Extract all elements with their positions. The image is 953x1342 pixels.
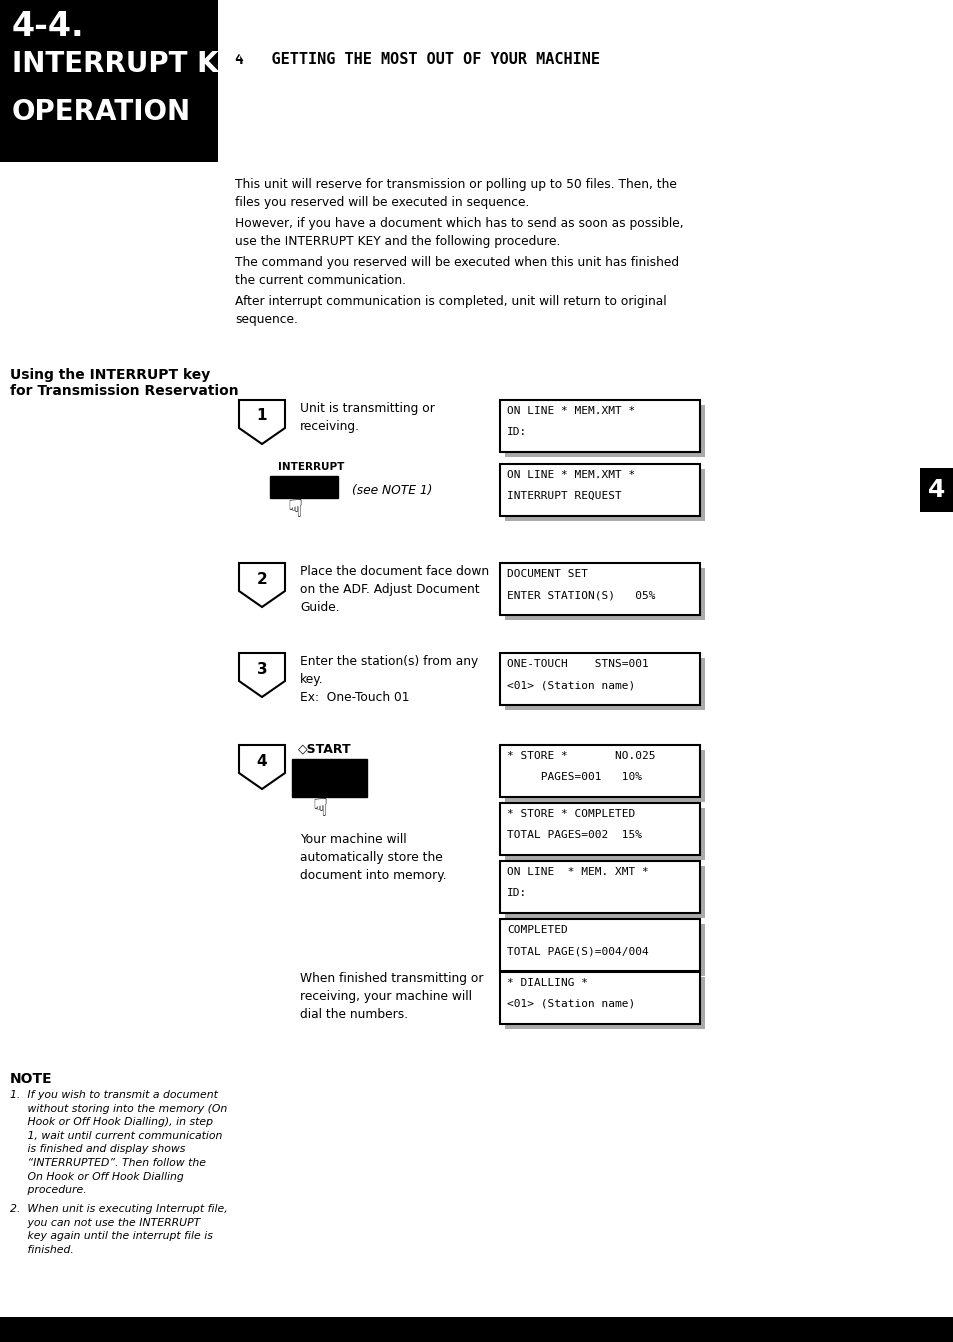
Text: TOTAL PAGES=002  15%: TOTAL PAGES=002 15% — [506, 829, 641, 840]
FancyBboxPatch shape — [504, 568, 704, 620]
FancyBboxPatch shape — [504, 925, 704, 976]
Text: 4: 4 — [256, 753, 267, 769]
Polygon shape — [239, 654, 285, 696]
Text: 4-4.: 4-4. — [12, 9, 85, 43]
Text: ON LINE * MEM.XMT *: ON LINE * MEM.XMT * — [506, 407, 635, 416]
Polygon shape — [239, 745, 285, 789]
Text: ◇START: ◇START — [297, 742, 352, 756]
Text: 1.  If you wish to transmit a document
     without storing into the memory (On
: 1. If you wish to transmit a document wi… — [10, 1090, 227, 1196]
Text: <01> (Station name): <01> (Station name) — [506, 998, 635, 1009]
Text: The command you reserved will be executed when this unit has finished
the curren: The command you reserved will be execute… — [234, 256, 679, 287]
Text: * STORE *       NO.025: * STORE * NO.025 — [506, 752, 655, 761]
Text: DOCUMENT SET: DOCUMENT SET — [506, 569, 587, 578]
FancyBboxPatch shape — [292, 760, 367, 797]
Text: OPERATION: OPERATION — [12, 98, 191, 126]
Text: However, if you have a document which has to send as soon as possible,
use the I: However, if you have a document which ha… — [234, 217, 683, 248]
Text: COMPLETED: COMPLETED — [506, 925, 567, 935]
Text: ON LINE * MEM.XMT *: ON LINE * MEM.XMT * — [506, 470, 635, 480]
Text: Using the INTERRUPT key: Using the INTERRUPT key — [10, 368, 210, 382]
Text: Enter the station(s) from any
key.
Ex:  One-Touch 01: Enter the station(s) from any key. Ex: O… — [299, 655, 477, 705]
Text: ID:: ID: — [506, 888, 527, 898]
FancyBboxPatch shape — [504, 977, 704, 1029]
Text: 2: 2 — [256, 572, 267, 586]
Text: When finished transmitting or
receiving, your machine will
dial the numbers.: When finished transmitting or receiving,… — [299, 972, 483, 1021]
Text: 2.  When unit is executing Interrupt file,
     you can not use the INTERRUPT
  : 2. When unit is executing Interrupt file… — [10, 1204, 228, 1255]
Text: * STORE * COMPLETED: * STORE * COMPLETED — [506, 809, 635, 819]
FancyBboxPatch shape — [270, 476, 337, 498]
Text: Unit is transmitting or
receiving.: Unit is transmitting or receiving. — [299, 403, 435, 433]
FancyBboxPatch shape — [499, 919, 700, 972]
FancyBboxPatch shape — [499, 400, 700, 452]
FancyBboxPatch shape — [504, 750, 704, 803]
Polygon shape — [239, 564, 285, 607]
FancyBboxPatch shape — [499, 972, 700, 1024]
Text: This unit will reserve for transmission or polling up to 50 files. Then, the
fil: This unit will reserve for transmission … — [234, 178, 677, 209]
Polygon shape — [239, 400, 285, 444]
Text: 1: 1 — [256, 408, 267, 424]
Text: ON LINE  * MEM. XMT *: ON LINE * MEM. XMT * — [506, 867, 648, 878]
Text: INTERRUPT REQUEST: INTERRUPT REQUEST — [506, 491, 621, 501]
FancyBboxPatch shape — [499, 862, 700, 913]
FancyBboxPatch shape — [499, 654, 700, 705]
FancyBboxPatch shape — [499, 464, 700, 517]
FancyBboxPatch shape — [504, 468, 704, 521]
Text: After interrupt communication is completed, unit will return to original
sequenc: After interrupt communication is complet… — [234, 295, 666, 326]
FancyBboxPatch shape — [499, 803, 700, 855]
Text: INTERRUPT KEY: INTERRUPT KEY — [12, 50, 257, 78]
Text: for Transmission Reservation: for Transmission Reservation — [10, 384, 238, 399]
Text: TOTAL PAGE(S)=004/004: TOTAL PAGE(S)=004/004 — [506, 946, 648, 956]
Text: <01> (Station name): <01> (Station name) — [506, 680, 635, 690]
Text: ID:: ID: — [506, 427, 527, 437]
Text: 3: 3 — [256, 662, 267, 676]
Text: 4.  GETTING THE MOST OUT OF YOUR MACHINE: 4. GETTING THE MOST OUT OF YOUR MACHINE — [234, 52, 599, 67]
Text: ENTER STATION(S)   05%: ENTER STATION(S) 05% — [506, 590, 655, 600]
Text: INTERRUPT: INTERRUPT — [277, 462, 344, 472]
Text: ☟: ☟ — [287, 498, 302, 522]
FancyBboxPatch shape — [504, 405, 704, 458]
FancyBboxPatch shape — [919, 468, 953, 513]
FancyBboxPatch shape — [499, 745, 700, 797]
Text: ONE-TOUCH    STNS=001: ONE-TOUCH STNS=001 — [506, 659, 648, 670]
Text: PAGES=001   10%: PAGES=001 10% — [506, 772, 641, 782]
FancyBboxPatch shape — [504, 658, 704, 710]
FancyBboxPatch shape — [0, 1317, 953, 1342]
FancyBboxPatch shape — [504, 808, 704, 860]
Text: Your machine will
automatically store the
document into memory.: Your machine will automatically store th… — [299, 833, 446, 882]
FancyBboxPatch shape — [504, 866, 704, 918]
FancyBboxPatch shape — [0, 0, 218, 162]
FancyBboxPatch shape — [499, 564, 700, 615]
Text: * DIALLING *: * DIALLING * — [506, 978, 587, 988]
Text: Place the document face down
on the ADF. Adjust Document
Guide.: Place the document face down on the ADF.… — [299, 565, 489, 615]
Text: (see NOTE 1): (see NOTE 1) — [352, 484, 432, 497]
Text: ☟: ☟ — [312, 797, 327, 821]
Text: 4: 4 — [927, 478, 944, 502]
Text: NOTE: NOTE — [10, 1072, 52, 1086]
